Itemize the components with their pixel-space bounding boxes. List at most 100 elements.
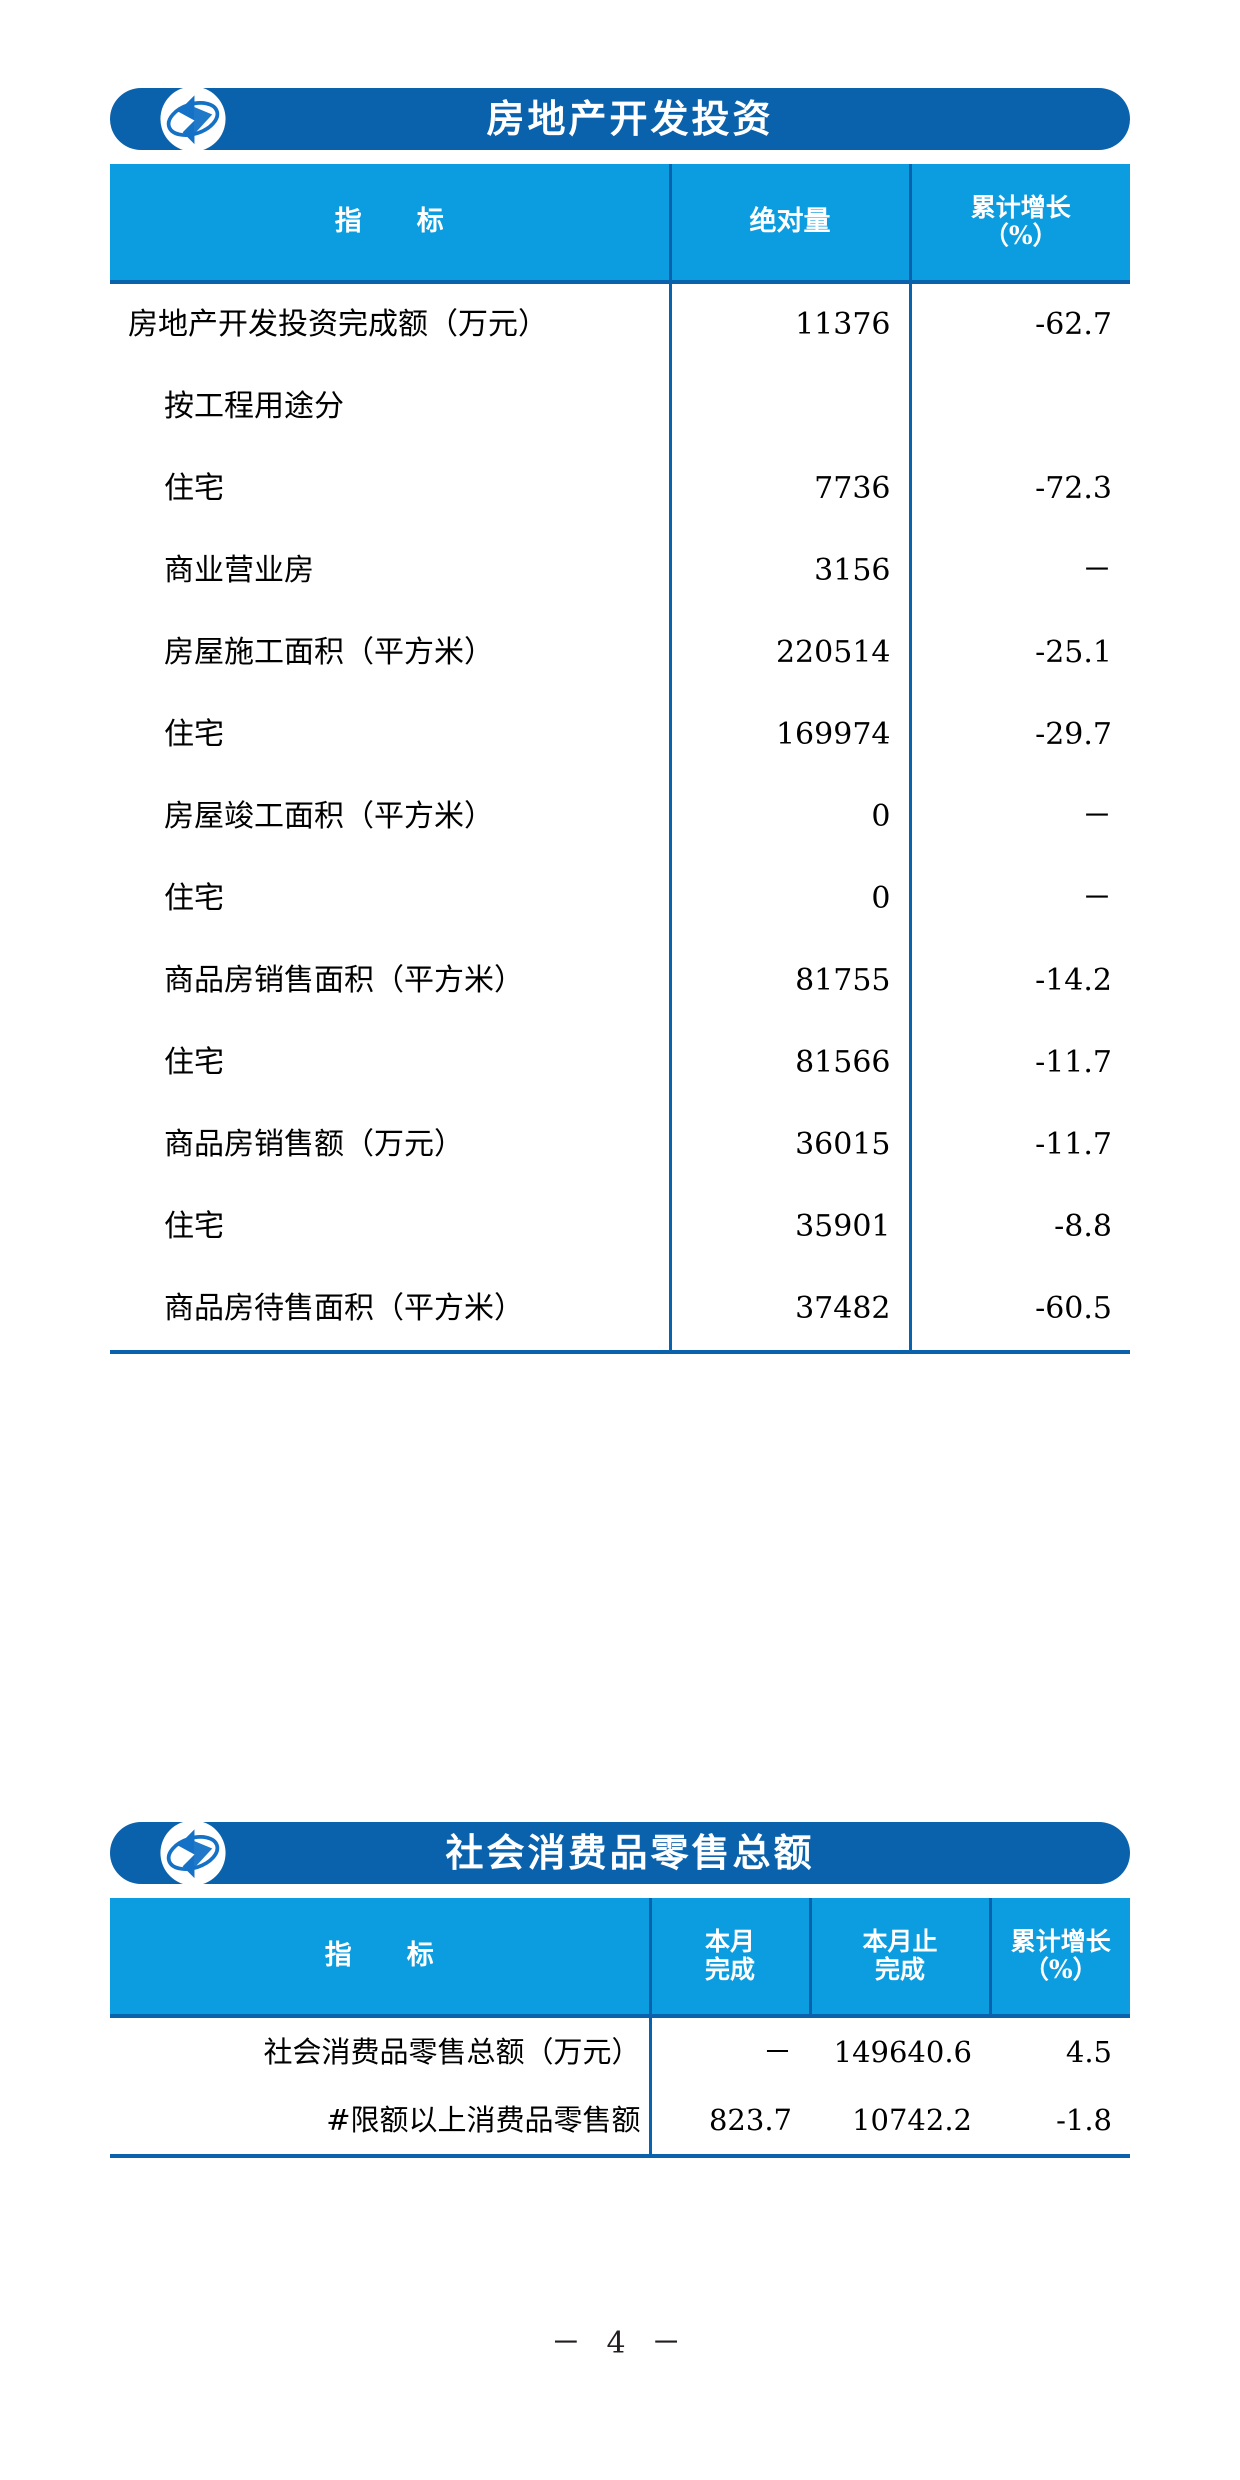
section-banner: 社会消费品零售总额 [110,1820,1130,1886]
column-header-growth: 累计增长 （%） [910,164,1130,280]
row-growth-value: -60.5 [1035,1291,1112,1326]
row-indicator: 房屋施工面积（平方米） [110,612,672,694]
row-growth-value: -8.8 [1054,1209,1112,1244]
row-indicator: 房地产开发投资完成额（万元） [110,284,672,366]
row-indicator: #限额以上消费品零售额 [110,2086,652,2154]
column-header-month-line1: 本月 [704,1927,755,1956]
row-absolute-value: 37482 [670,1268,912,1350]
column-header-ytd: 本月止 完成 [810,1898,992,2014]
section-banner: 房地产开发投资 [110,86,1130,152]
row-indicator: 商品房销售面积（平方米） [110,940,672,1022]
column-header-month: 本月 完成 [650,1898,812,2014]
header-row: 指 标 绝对量 累计增长 （%） [110,164,1130,280]
table-top-rule [110,280,1130,284]
row-indicator: 按工程用途分 [110,366,672,448]
table-row: 住宅 169974 -29.7 [110,694,1130,776]
column-header-ytd-line2: 完成 [874,1955,925,1984]
row-indicator: 商品房待售面积（平方米） [110,1268,672,1350]
row-growth-value: -14.2 [1035,963,1112,998]
section-title: 社会消费品零售总额 [445,1830,815,1875]
row-growth-value: -11.7 [1035,1127,1112,1162]
table-wrapper: 指 标 绝对量 累计增长 （%） 房地产开发投资完成额（万元） 113 [110,164,1130,1354]
row-absolute-value: 0 [670,858,912,940]
column-header-growth-line1: 累计增长 [1010,1927,1111,1956]
column-header-month-line2: 完成 [704,1955,755,1984]
retail-sales-table: 指 标 本月 完成 本月止 完成 累计增长 （%） [110,1898,1130,2014]
column-header-indicator: 指 标 [110,164,672,280]
row-absolute-value: 81566 [670,1022,912,1104]
section-real-estate-investment: 房地产开发投资 指 标 绝对量 累计增长 （%） [110,86,1130,1354]
row-indicator: 商品房销售额（万元） [110,1104,672,1186]
table-bottom-rule [110,1350,1130,1354]
row-absolute-value: 35901 [670,1186,912,1268]
row-month-value: － [762,2034,792,2069]
statistics-bureau-logo-icon [156,1816,230,1890]
table-row: 住宅 35901 -8.8 [110,1186,1130,1268]
table-row: 房地产开发投资完成额（万元） 11376 -62.7 [110,284,1130,366]
table-row: 住宅 81566 -11.7 [110,1022,1130,1104]
row-growth-value: 4.5 [1065,2034,1112,2069]
table-top-rule [110,2014,1130,2018]
row-growth-value [910,366,1130,448]
row-indicator: 住宅 [110,1186,672,1268]
table-row: 商品房销售额（万元） 36015 -11.7 [110,1104,1130,1186]
statistics-bureau-logo-icon [156,82,230,156]
table-head: 指 标 绝对量 累计增长 （%） [110,164,1130,280]
header-row: 指 标 本月 完成 本月止 完成 累计增长 （%） [110,1898,1130,2014]
section-title: 房地产开发投资 [486,96,774,141]
row-month-value: 823.7 [708,2102,792,2137]
row-absolute-value: 81755 [670,940,912,1022]
page-footer: － 4 － [550,2326,690,2361]
row-growth-value: -62.7 [1035,307,1112,342]
retail-sales-table-body: 社会消费品零售总额（万元） － 149640.6 4.5 #限额以上消费品零售额 823.… [110,2018,1130,2154]
column-header-indicator: 指 标 [110,1898,652,2014]
column-header-growth: 累计增长 （%） [990,1898,1130,2014]
column-header-growth-line1: 累计增长 [970,193,1071,222]
row-growth-value: -1.8 [1056,2102,1112,2137]
row-indicator: 住宅 [110,694,672,776]
row-ytd-value: 149640.6 [833,2034,972,2069]
row-indicator: 房屋竣工面积（平方米） [110,776,672,858]
column-header-absolute: 绝对量 [670,164,912,280]
row-indicator: 商业营业房 [110,530,672,612]
table-row: 社会消费品零售总额（万元） － 149640.6 4.5 [110,2018,1130,2086]
table-row: 商品房待售面积（平方米） 37482 -60.5 [110,1268,1130,1350]
row-indicator: 住宅 [110,448,672,530]
table-row: 商业营业房 3156 － [110,530,1130,612]
table-row: 房屋竣工面积（平方米） 0 － [110,776,1130,858]
table-row: 住宅 7736 -72.3 [110,448,1130,530]
row-absolute-value: 220514 [670,612,912,694]
table-row: 房屋施工面积（平方米） 220514 -25.1 [110,612,1130,694]
column-header-growth-line2: （%） [1023,1955,1098,1984]
real-estate-table: 指 标 绝对量 累计增长 （%） [110,164,1130,280]
row-indicator: 住宅 [110,1022,672,1104]
row-growth-value: － [1082,799,1112,834]
table-row: #限额以上消费品零售额 823.7 10742.2 -1.8 [110,2086,1130,2154]
row-growth-value: -25.1 [1035,635,1112,670]
table-body: 社会消费品零售总额（万元） － 149640.6 4.5 #限额以上消费品零售额 823.… [110,2018,1130,2154]
row-indicator: 住宅 [110,858,672,940]
row-absolute-value [670,366,912,448]
table-row: 住宅 0 － [110,858,1130,940]
table-bottom-rule [110,2154,1130,2158]
section-retail-sales: 社会消费品零售总额 指 标 本月 完成 [110,1820,1130,2158]
row-absolute-value: 7736 [670,448,912,530]
row-absolute-value: 169974 [670,694,912,776]
row-absolute-value: 3156 [670,530,912,612]
table-row: 按工程用途分 [110,366,1130,448]
row-indicator: 社会消费品零售总额（万元） [110,2018,652,2086]
real-estate-table-body: 房地产开发投资完成额（万元） 11376 -62.7 按工程用途分 住宅 7736 -72.… [110,284,1130,1350]
row-growth-value: － [1082,553,1112,588]
row-growth-value: － [1082,881,1112,916]
row-growth-value: -11.7 [1035,1045,1112,1080]
row-growth-value: -29.7 [1035,717,1112,752]
table-wrapper: 指 标 本月 完成 本月止 完成 累计增长 （%） [110,1898,1130,2158]
column-header-growth-line2: （%） [983,221,1058,250]
row-absolute-value: 36015 [670,1104,912,1186]
row-ytd-value: 10742.2 [852,2102,972,2137]
table-body: 房地产开发投资完成额（万元） 11376 -62.7 按工程用途分 住宅 7736 -72.… [110,284,1130,1350]
table-head: 指 标 本月 完成 本月止 完成 累计增长 （%） [110,1898,1130,2014]
row-absolute-value: 11376 [670,284,912,366]
row-growth-value: -72.3 [1035,471,1112,506]
